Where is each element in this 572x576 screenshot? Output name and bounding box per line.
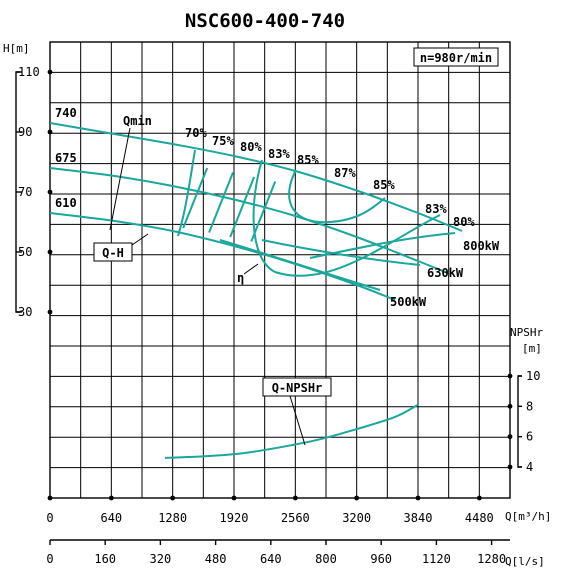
efficiency-label: 80% [240, 140, 262, 154]
npsh-curve [164, 403, 419, 459]
labels: n=980r/min 740 675 610 70% 75% 80% 83% 85% 87% 85%… [55, 47, 500, 446]
x-tick-m3h-dot [476, 495, 482, 501]
x-tick-label-ls: 320 [150, 552, 172, 566]
power-curve-500 [219, 239, 381, 291]
x-tick-label-ls: 800 [315, 552, 337, 566]
y-axis-label-npsh-unit: [m] [522, 342, 542, 355]
iso-efficiency-line [182, 167, 209, 229]
y-tick-head-dot [47, 309, 53, 315]
x-tick-m3h-dot [354, 495, 360, 501]
eta-leader [243, 263, 259, 275]
x-axis-label-ls: Q[l/s] [505, 555, 545, 568]
head-curve-675 [49, 167, 449, 274]
x-tick-m3h-dot [170, 495, 176, 501]
head-curve-label-740: 740 [55, 106, 77, 120]
chart-title: NSC600-400-740 [185, 10, 345, 32]
x-tick-label-ls: 480 [205, 552, 227, 566]
y-tick-npsh-dot [507, 373, 513, 379]
npsh-label: Q-NPSHr [272, 381, 323, 395]
x-tick-m3h-dot [415, 495, 421, 501]
qh-label: Q-H [102, 246, 124, 260]
x-tick-label-m3h: 3200 [342, 511, 371, 525]
x-tick-m3h-dot [292, 495, 298, 501]
speed-label-box [413, 47, 499, 67]
speed-label: n=980r/min [420, 51, 492, 65]
y-tick-label-head: 70 [18, 185, 32, 199]
head-curve-label-675: 675 [55, 151, 77, 165]
efficiency-label: 83% [425, 202, 447, 216]
y-tick-label-head: 90 [18, 125, 32, 139]
y-tick-head-dot [47, 249, 53, 255]
iso-efficiency-line [229, 176, 256, 238]
y-tick-label-head: 50 [18, 245, 32, 259]
x-tick-m3h-dot [108, 495, 114, 501]
x-tick-label-m3h: 4480 [465, 511, 494, 525]
y-axis-label-head: H[m] [3, 42, 30, 55]
power-label-500: 500kW [390, 295, 427, 309]
x-tick-label-ls: 1120 [422, 552, 451, 566]
qmin-leader [109, 127, 131, 231]
efficiency-label: 83% [268, 147, 290, 161]
head-curve-740 [49, 122, 463, 232]
npsh-label-box [262, 377, 332, 397]
efficiency-label: 70% [185, 126, 207, 140]
head-curve-610 [49, 212, 396, 301]
x-tick-label-m3h: 0 [46, 511, 53, 525]
y-tick-label-npsh: 6 [526, 430, 533, 444]
y-axis-npsh-bracket [517, 375, 522, 468]
y-tick-head-dot [47, 69, 53, 75]
curves [49, 122, 463, 459]
x-tick-m3h-dot [47, 495, 53, 501]
y-axis-label-npsh: NPSHr [510, 326, 543, 339]
y-tick-npsh-dot [507, 434, 513, 440]
y-tick-label-head: 30 [18, 305, 32, 319]
head-curve-label-610: 610 [55, 196, 77, 210]
y-tick-npsh-dot [507, 464, 513, 470]
power-curve-800 [309, 232, 456, 259]
y-tick-label-npsh: 4 [526, 460, 533, 474]
plot-frame [49, 41, 511, 499]
x-tick-label-m3h: 2560 [281, 511, 310, 525]
x-tick-label-m3h: 640 [100, 511, 122, 525]
y-tick-head-dot [47, 129, 53, 135]
efficiency-label: 87% [334, 166, 356, 180]
grid [49, 41, 511, 499]
qh-label-box [93, 242, 133, 262]
x-tick-label-m3h: 1920 [220, 511, 249, 525]
x-axis-label-m3h: Q[m³/h] [505, 510, 551, 523]
y-tick-label-npsh: 10 [526, 369, 540, 383]
power-label-630: 630kW [427, 266, 464, 280]
y-tick-head-dot [47, 189, 53, 195]
qmin-label: Qmin [123, 114, 152, 128]
x-tick-label-ls: 1280 [477, 552, 506, 566]
x-tick-label-m3h: 1280 [158, 511, 187, 525]
efficiency-oval-87 [288, 169, 386, 224]
efficiency-label: 85% [373, 178, 395, 192]
eta-label: η [237, 271, 244, 285]
npsh-leader [289, 395, 306, 446]
x-tick-m3h-dot [231, 495, 237, 501]
power-curve-630 [261, 239, 421, 266]
x-tick-label-ls: 0 [46, 552, 53, 566]
y-tick-label-npsh: 8 [526, 399, 533, 413]
efficiency-label: 75% [212, 134, 234, 148]
x-tick-label-ls: 640 [260, 552, 282, 566]
iso-efficiency-line [208, 172, 234, 233]
efficiency-label: 85% [297, 153, 319, 167]
qh-leader [131, 233, 149, 246]
efficiency-line-70 [177, 149, 196, 237]
x-tick-label-ls: 960 [370, 552, 392, 566]
x-tick-label-m3h: 3840 [404, 511, 433, 525]
efficiency-label: 80% [453, 215, 475, 229]
x-tick-label-ls: 160 [94, 552, 116, 566]
power-label-800: 800kW [463, 239, 500, 253]
y-tick-label-head: 110 [18, 65, 40, 79]
y-tick-npsh-dot [507, 403, 513, 409]
